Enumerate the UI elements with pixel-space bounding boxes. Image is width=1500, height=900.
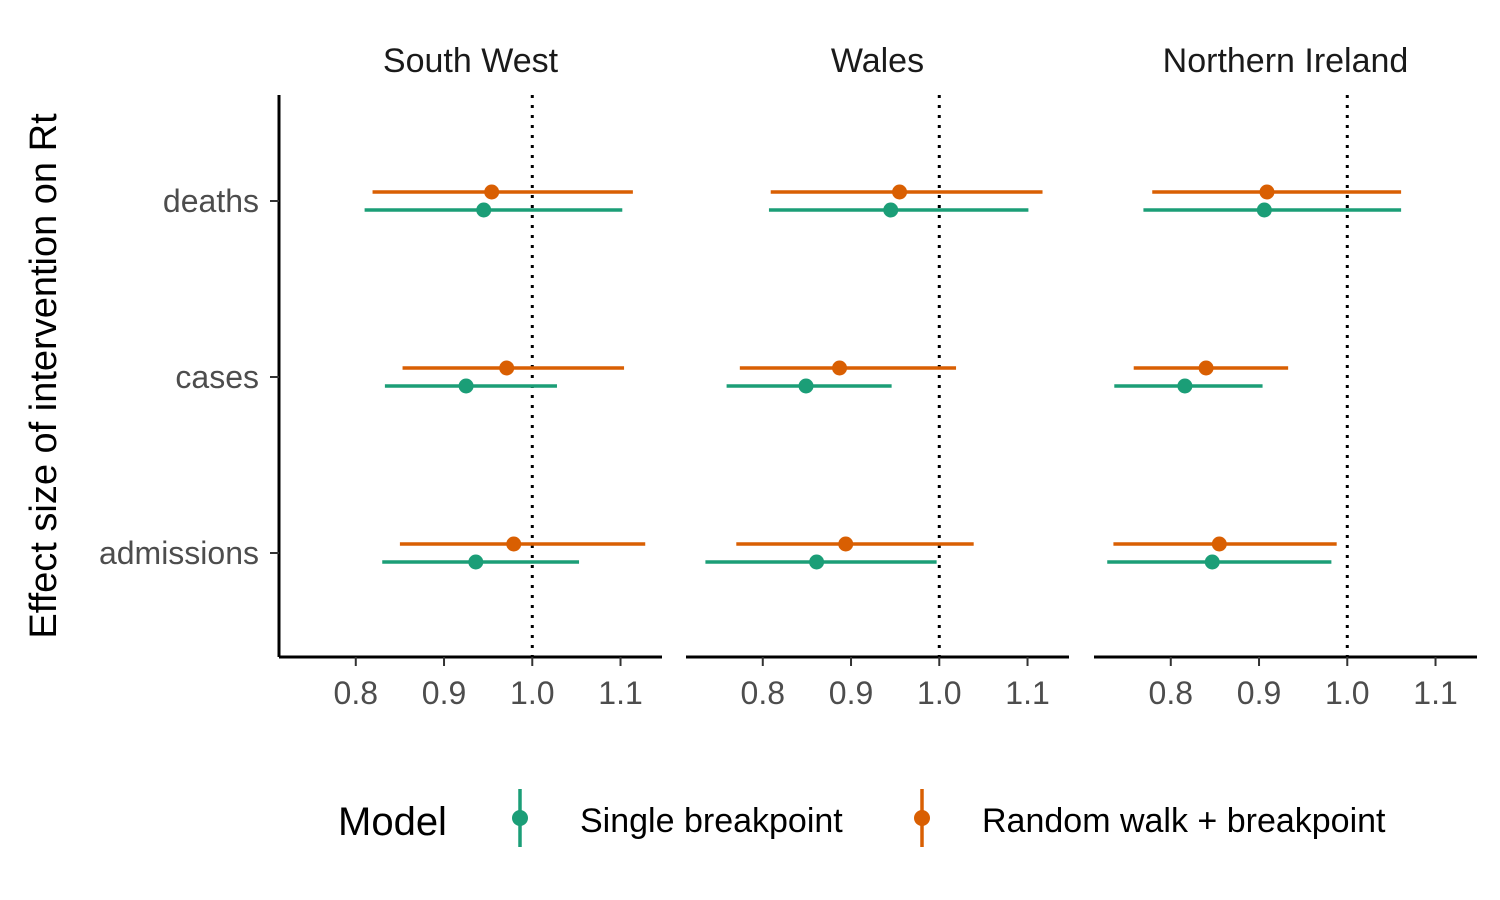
facet-title: South West xyxy=(383,42,559,80)
y-tick-label-cases: cases xyxy=(175,359,259,395)
x-tick-label: 1.0 xyxy=(510,675,554,711)
point-random-walk-breakpoint-cases xyxy=(832,360,848,376)
point-single-breakpoint-deaths xyxy=(883,202,899,218)
facet-panel-south-west: South West 0.8 0.9 1.0 1.1 deaths cases admissi… xyxy=(99,42,662,711)
x-tick-label: 0.9 xyxy=(829,675,873,711)
x-tick-label: 0.8 xyxy=(741,675,785,711)
y-tick-label-admissions: admissions xyxy=(99,535,259,571)
point-random-walk-breakpoint-cases xyxy=(1198,360,1214,376)
legend-key-point-random-walk-breakpoint xyxy=(914,810,930,826)
legend-key-point-single-breakpoint xyxy=(512,810,528,826)
point-single-breakpoint-deaths xyxy=(476,202,492,218)
legend: Model Single breakpoint Random walk + bre… xyxy=(338,789,1386,847)
x-tick-label: 0.8 xyxy=(1149,675,1193,711)
point-single-breakpoint-admissions xyxy=(809,554,825,570)
point-single-breakpoint-cases xyxy=(798,378,814,394)
facet-title: Northern Ireland xyxy=(1163,42,1409,80)
legend-title: Model xyxy=(338,800,447,844)
point-random-walk-breakpoint-cases xyxy=(499,360,515,376)
x-tick-label: 1.0 xyxy=(917,675,961,711)
point-single-breakpoint-cases xyxy=(458,378,474,394)
x-tick-label: 0.9 xyxy=(422,675,466,711)
point-random-walk-breakpoint-admissions xyxy=(838,536,854,552)
x-tick-label: 1.1 xyxy=(598,675,642,711)
point-single-breakpoint-deaths xyxy=(1256,202,1272,218)
facet-title: Wales xyxy=(831,42,924,80)
x-tick-label: 0.8 xyxy=(334,675,378,711)
y-tick-label-deaths: deaths xyxy=(163,183,259,219)
legend-label-random-walk-breakpoint: Random walk + breakpoint xyxy=(982,802,1386,840)
x-tick-label: 1.1 xyxy=(1413,675,1457,711)
point-random-walk-breakpoint-deaths xyxy=(484,184,500,200)
x-tick-label: 1.1 xyxy=(1005,675,1049,711)
x-tick-label: 0.9 xyxy=(1237,675,1281,711)
point-random-walk-breakpoint-admissions xyxy=(1211,536,1227,552)
point-random-walk-breakpoint-deaths xyxy=(1259,184,1275,200)
facet-panel-northern-ireland: Northern Ireland 0.8 0.9 1.0 1.1 xyxy=(1094,42,1477,711)
x-tick-label: 1.0 xyxy=(1325,675,1369,711)
point-random-walk-breakpoint-deaths xyxy=(892,184,908,200)
legend-label-single-breakpoint: Single breakpoint xyxy=(580,802,843,840)
point-single-breakpoint-admissions xyxy=(468,554,484,570)
y-axis-label: Effect size of intervention on Rt xyxy=(23,113,65,639)
point-single-breakpoint-cases xyxy=(1177,378,1193,394)
facet-panel-wales: Wales 0.8 0.9 1.0 1.1 xyxy=(686,42,1069,711)
facet-panels: South West 0.8 0.9 1.0 1.1 deaths cases admissi… xyxy=(99,42,1477,711)
point-single-breakpoint-admissions xyxy=(1204,554,1220,570)
point-random-walk-breakpoint-admissions xyxy=(506,536,522,552)
